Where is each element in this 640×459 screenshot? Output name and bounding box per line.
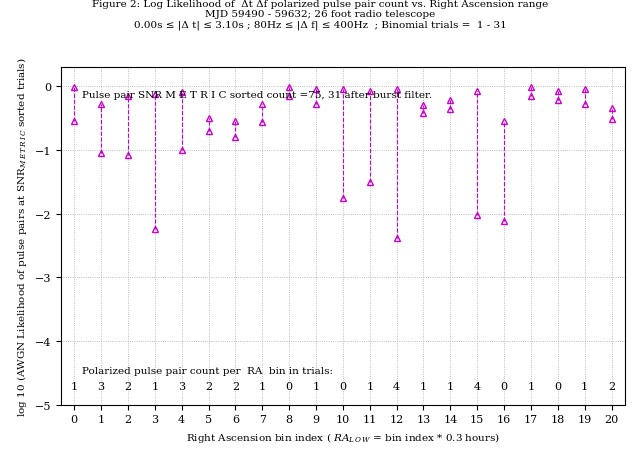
Text: 2: 2: [124, 381, 131, 391]
Text: 0: 0: [554, 381, 561, 391]
Text: 4: 4: [474, 381, 481, 391]
Text: 0: 0: [339, 381, 346, 391]
Text: Polarized pulse pair count per  RA  bin in trials:: Polarized pulse pair count per RA bin in…: [83, 367, 333, 375]
Text: 1: 1: [527, 381, 534, 391]
Text: 0: 0: [500, 381, 508, 391]
Text: 2: 2: [608, 381, 615, 391]
Text: 1: 1: [420, 381, 427, 391]
Text: 1: 1: [70, 381, 78, 391]
Text: 4: 4: [393, 381, 400, 391]
Text: Figure 2: Log Likelihood of  Δt Δf polarized pulse pair count vs. Right Ascensio: Figure 2: Log Likelihood of Δt Δf polari…: [92, 0, 548, 30]
Text: 3: 3: [97, 381, 105, 391]
Text: 1: 1: [151, 381, 158, 391]
Text: 1: 1: [312, 381, 319, 391]
Text: 1: 1: [447, 381, 454, 391]
Text: 1: 1: [366, 381, 373, 391]
Text: 2: 2: [232, 381, 239, 391]
Text: 2: 2: [205, 381, 212, 391]
Text: Pulse pair SNR M E T R I C sorted count =75, 31 after burst filter.: Pulse pair SNR M E T R I C sorted count …: [83, 90, 433, 100]
Text: 3: 3: [178, 381, 185, 391]
X-axis label: Right Ascension bin index ( $RA_{L\,O\,W}$ = bin index * 0.3 hours): Right Ascension bin index ( $RA_{L\,O\,W…: [186, 430, 500, 444]
Text: 1: 1: [581, 381, 588, 391]
Text: 1: 1: [259, 381, 266, 391]
Y-axis label: log 10 (AWGN Likelihood of pulse pairs at SNR$_{M\,E\,T\,R\,I\,C}$ sorted trials: log 10 (AWGN Likelihood of pulse pairs a…: [15, 57, 29, 416]
Text: 0: 0: [285, 381, 292, 391]
